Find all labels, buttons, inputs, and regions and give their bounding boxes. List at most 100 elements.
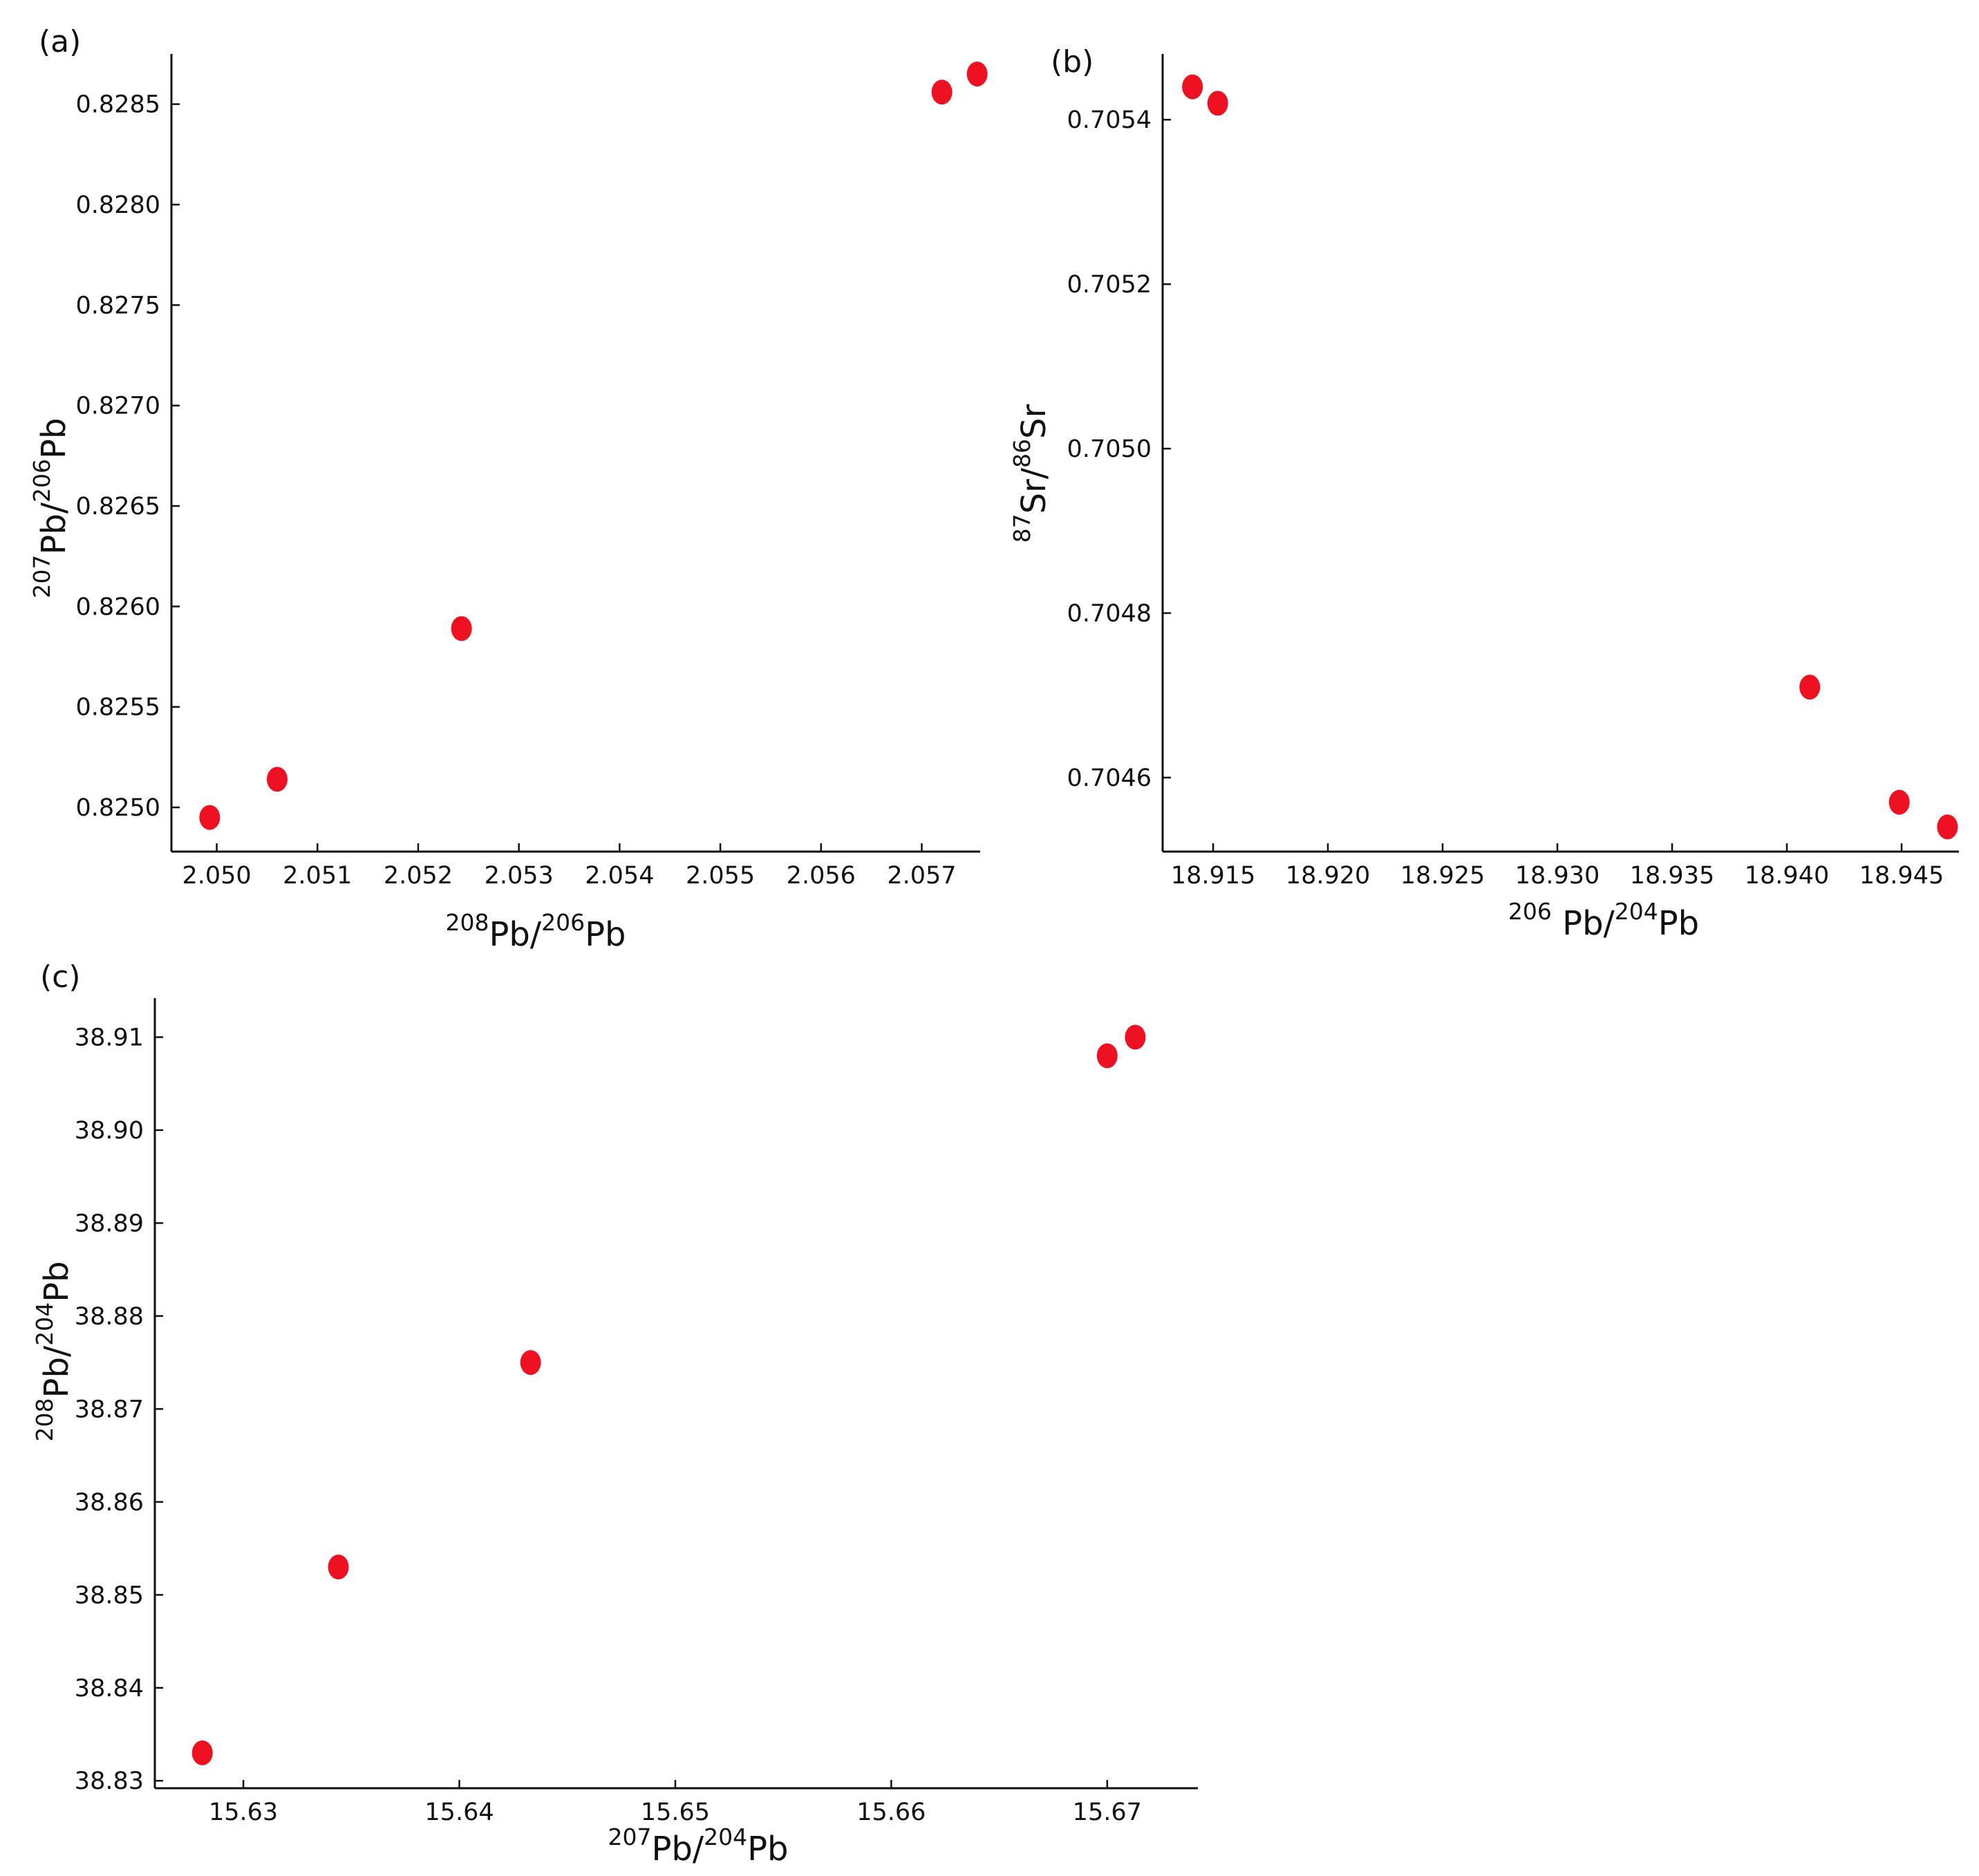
panel-b-points <box>1182 74 1958 840</box>
panel-a-x-label-element-1: Pb/ <box>489 915 541 954</box>
panel-c-x-label-isotope-1: 207 <box>608 1823 651 1850</box>
panel-c-x-axis-label: 207Pb/204Pb <box>608 1823 788 1868</box>
panel-a-data-point <box>931 79 953 105</box>
panel-b-x-tick-label: 18.940 <box>1745 862 1829 890</box>
panel-c-label: (c) <box>40 959 81 995</box>
panel-c-y-tick-label: 38.91 <box>75 1024 144 1051</box>
panel-c-y-label-isotope-2: 204 <box>31 1302 58 1346</box>
panel-b-x-tick-label: 18.925 <box>1400 862 1485 890</box>
panel-b-y-tick-label: 0.7052 <box>1067 271 1152 299</box>
panel-b-x-tick-label: 18.930 <box>1515 862 1600 890</box>
panel-b-y-tick-label: 0.7054 <box>1067 106 1152 134</box>
panel-c-points <box>191 1024 1146 1765</box>
panel-b-x-label-isotope-1: 206 <box>1508 898 1552 925</box>
panel-a-data-point <box>451 616 472 641</box>
panel-c-y-tick-label: 38.89 <box>75 1210 144 1237</box>
panel-b-data-point <box>1799 675 1821 700</box>
panel-c-x-tick-label: 15.64 <box>424 1799 494 1826</box>
panel-c-x-label-isotope-2: 204 <box>704 1823 747 1850</box>
panel-a-y-label-element-1: Pb/ <box>35 502 73 554</box>
panel-a-x-tick-label: 2.055 <box>686 862 755 890</box>
panel-a: (a) 2.050 2.051 2.052 2.053 2.054 2.055 2.056 2… <box>28 24 988 954</box>
panel-a-x-label-isotope-2: 206 <box>541 909 585 936</box>
panel-b-x-axis-label: 206 Pb/204Pb <box>1508 898 1699 943</box>
panel-a-y-tick-label: 0.8250 <box>76 794 160 822</box>
panel-a-data-point <box>199 805 221 830</box>
panel-a-y-tick-label: 0.8255 <box>76 694 160 722</box>
panel-c-data-point <box>328 1554 349 1579</box>
panel-b-data-point <box>1888 789 1910 815</box>
panel-c-y-tick-label: 38.90 <box>75 1117 144 1145</box>
panel-b-y-tick-label: 0.7048 <box>1067 600 1152 628</box>
panel-c-x-tick-label: 15.66 <box>856 1799 926 1826</box>
panel-c-y-label-element-1: Pb/ <box>37 1345 76 1398</box>
panel-a-x-tick-label: 2.052 <box>384 862 453 890</box>
panel-c: (c) 15.63 15.64 15.65 15.66 15.67 38.83 38.84 3… <box>31 959 1198 1868</box>
panel-a-x-label-element-2: Pb <box>585 915 626 954</box>
panel-a-y-tick-label: 0.8270 <box>76 393 160 420</box>
panel-c-y-label-element-2: Pb <box>37 1261 76 1302</box>
panel-a-y-tick-label: 0.8285 <box>76 91 160 119</box>
panel-b-x-label-element-2: Pb <box>1658 904 1699 943</box>
panel-b-y-label-element-1: Sr/ <box>1015 467 1053 514</box>
panel-b-x-tick-label: 18.920 <box>1286 862 1370 890</box>
panel-a-x-tick-label: 2.057 <box>887 862 956 890</box>
panel-c-y-tick-label: 38.83 <box>75 1767 144 1795</box>
panel-c-data-point <box>520 1350 541 1376</box>
panel-a-data-point <box>266 767 288 792</box>
panel-c-x-tick-label: 15.63 <box>209 1799 278 1826</box>
panel-a-ticks: 2.050 2.051 2.052 2.053 2.054 2.055 2.056 2.057… <box>76 54 980 890</box>
panel-b-y-label-element-2: Sr <box>1015 404 1053 438</box>
panel-a-x-tick-label: 2.054 <box>585 862 654 890</box>
panel-c-data-point <box>1096 1043 1118 1069</box>
panel-c-y-tick-label: 38.85 <box>75 1582 144 1609</box>
panel-a-x-tick-label: 2.050 <box>182 862 251 890</box>
panel-c-x-tick-label: 15.65 <box>641 1799 710 1826</box>
panel-c-y-tick-label: 38.84 <box>75 1675 144 1703</box>
panel-c-y-label-isotope-1: 208 <box>31 1398 58 1442</box>
panel-a-x-tick-label: 2.053 <box>485 862 554 890</box>
panel-a-y-label-isotope-2: 206 <box>28 459 55 503</box>
panel-b-data-point <box>1207 91 1228 116</box>
panel-b-x-label-element-1: Pb/ <box>1552 904 1615 943</box>
panel-a-data-point <box>966 62 988 87</box>
panel-a-y-label-element-2: Pb <box>35 418 73 458</box>
panel-c-y-axis-label: 208Pb/204Pb <box>31 1261 76 1441</box>
panel-b-x-tick-label: 18.935 <box>1630 862 1714 890</box>
panel-c-y-tick-label: 38.87 <box>75 1396 144 1423</box>
panel-b-data-point <box>1937 814 1958 840</box>
panel-a-x-label-isotope-1: 208 <box>445 909 489 936</box>
panel-c-data-point <box>1125 1024 1146 1050</box>
panel-c-x-label-element-2: Pb <box>747 1830 788 1868</box>
panel-b-label: (b) <box>1051 44 1094 79</box>
panel-c-x-label-element-1: Pb/ <box>651 1830 704 1868</box>
panel-a-y-label-isotope-1: 207 <box>28 555 55 599</box>
panel-a-x-tick-label: 2.051 <box>283 862 352 890</box>
panel-a-y-axis-label: 207Pb/206Pb <box>28 418 73 598</box>
panel-a-points <box>199 62 988 830</box>
panel-b-x-tick-label: 18.915 <box>1171 862 1255 890</box>
panel-b-y-label-isotope-2: 86 <box>1009 439 1035 468</box>
panel-c-x-tick-label: 15.67 <box>1073 1799 1142 1826</box>
panel-b-y-tick-label: 0.7050 <box>1067 435 1152 463</box>
panel-a-y-tick-label: 0.8260 <box>76 593 160 621</box>
panel-a-x-axis-label: 208Pb/206Pb <box>445 909 626 954</box>
panel-b-ticks: 18.915 18.920 18.925 18.930 18.935 18.940 18.9… <box>1067 54 1959 890</box>
panel-a-x-tick-label: 2.056 <box>787 862 856 890</box>
panel-a-label: (a) <box>39 24 81 59</box>
panel-b-y-label-isotope-1: 87 <box>1009 514 1035 543</box>
panel-c-ticks: 15.63 15.64 15.65 15.66 15.67 38.83 38.84 38.85… <box>75 998 1198 1826</box>
panel-b-x-label-isotope-2: 204 <box>1615 898 1658 925</box>
panel-c-y-tick-label: 38.88 <box>75 1303 144 1331</box>
panel-a-y-tick-label: 0.8265 <box>76 493 160 520</box>
panel-a-y-tick-label: 0.8280 <box>76 191 160 219</box>
panel-b-x-tick-label: 18.945 <box>1859 862 1944 890</box>
panel-b: (b) 18.915 18.920 18.925 18.930 18.935 18.940… <box>1009 44 1959 943</box>
panel-c-data-point <box>191 1740 213 1765</box>
panel-b-y-axis-label: 87Sr/86Sr <box>1009 404 1053 543</box>
panel-c-y-tick-label: 38.86 <box>75 1489 144 1517</box>
panel-b-data-point <box>1182 74 1203 100</box>
panel-a-y-tick-label: 0.8275 <box>76 292 160 319</box>
panel-b-y-tick-label: 0.7046 <box>1067 765 1152 792</box>
